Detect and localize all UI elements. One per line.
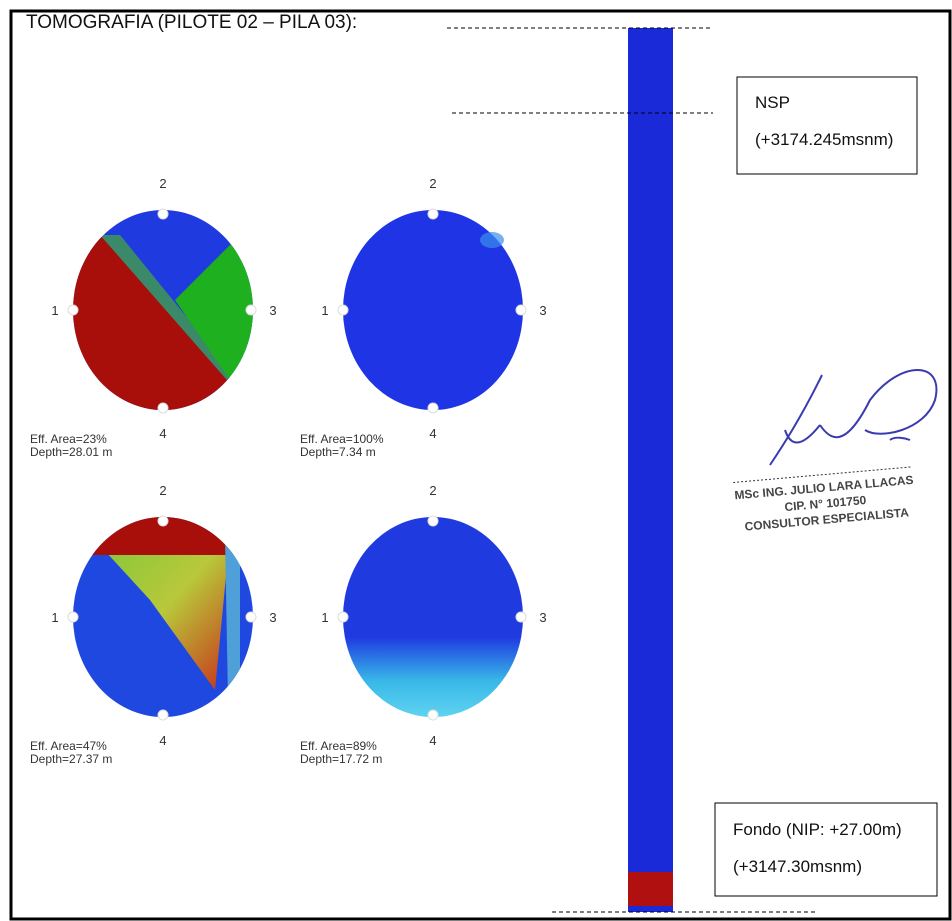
title: TOMOGRAFIA (PILOTE 02 – PILA 03): xyxy=(26,12,357,33)
stamp: MSc ING. JULIO LARA LLACAS CIP. N° 10175… xyxy=(733,466,914,534)
depth: Depth=17.72 m xyxy=(300,752,382,766)
tomogram-image xyxy=(343,210,523,410)
sensor-label: 2 xyxy=(429,176,436,191)
nsp-box xyxy=(736,76,918,175)
signature xyxy=(769,369,938,466)
pile-log-bottom xyxy=(628,872,673,906)
sensor-label: 3 xyxy=(539,610,546,625)
tomogram-image xyxy=(73,517,253,717)
sensor-dot xyxy=(157,709,169,721)
sensor-dot xyxy=(157,515,169,527)
sensor-label: 4 xyxy=(429,426,436,441)
sensor-dot xyxy=(245,304,257,316)
bottom-elevation: (+3147.30msnm) xyxy=(733,857,862,876)
depth: Depth=7.34 m xyxy=(300,445,376,459)
depth: Depth=28.01 m xyxy=(30,445,112,459)
bottom-box xyxy=(714,802,938,897)
sensor-dot xyxy=(427,208,439,220)
sensor-dot xyxy=(337,611,349,623)
sensor-dot xyxy=(157,402,169,414)
sensor-label: 3 xyxy=(269,610,276,625)
tomogram-image xyxy=(343,517,523,717)
effective-area: Eff. Area=89% xyxy=(300,739,377,753)
sensor-dot xyxy=(337,304,349,316)
sensor-label: 2 xyxy=(159,176,166,191)
sensor-label: 2 xyxy=(159,483,166,498)
sensor-label: 1 xyxy=(321,610,328,625)
sensor-label: 3 xyxy=(539,303,546,318)
sensor-dot xyxy=(67,611,79,623)
effective-area: Eff. Area=100% xyxy=(300,432,384,446)
effective-area: Eff. Area=47% xyxy=(30,739,107,753)
sensor-dot xyxy=(245,611,257,623)
sensor-label: 1 xyxy=(321,303,328,318)
sensor-dot xyxy=(67,304,79,316)
bottom-label: Fondo (NIP: +27.00m) xyxy=(733,820,902,839)
frame xyxy=(9,9,952,921)
nsp-label: NSP xyxy=(755,93,790,112)
sensor-label: 1 xyxy=(51,303,58,318)
sensor-label: 2 xyxy=(429,483,436,498)
sensor-dot xyxy=(515,304,527,316)
sensor-label: 4 xyxy=(159,733,166,748)
sensor-label: 3 xyxy=(269,303,276,318)
tomogram-image xyxy=(73,210,253,410)
depth: Depth=27.37 m xyxy=(30,752,112,766)
sensor-dot xyxy=(157,208,169,220)
effective-area: Eff. Area=23% xyxy=(30,432,107,446)
pile-log xyxy=(628,28,673,912)
sensor-dot xyxy=(427,515,439,527)
sensor-dot xyxy=(515,611,527,623)
sensor-label: 1 xyxy=(51,610,58,625)
sensor-dot xyxy=(427,709,439,721)
sensor-dot xyxy=(427,402,439,414)
nsp-elevation: (+3174.245msnm) xyxy=(755,130,893,149)
sensor-label: 4 xyxy=(429,733,436,748)
sensor-label: 4 xyxy=(159,426,166,441)
